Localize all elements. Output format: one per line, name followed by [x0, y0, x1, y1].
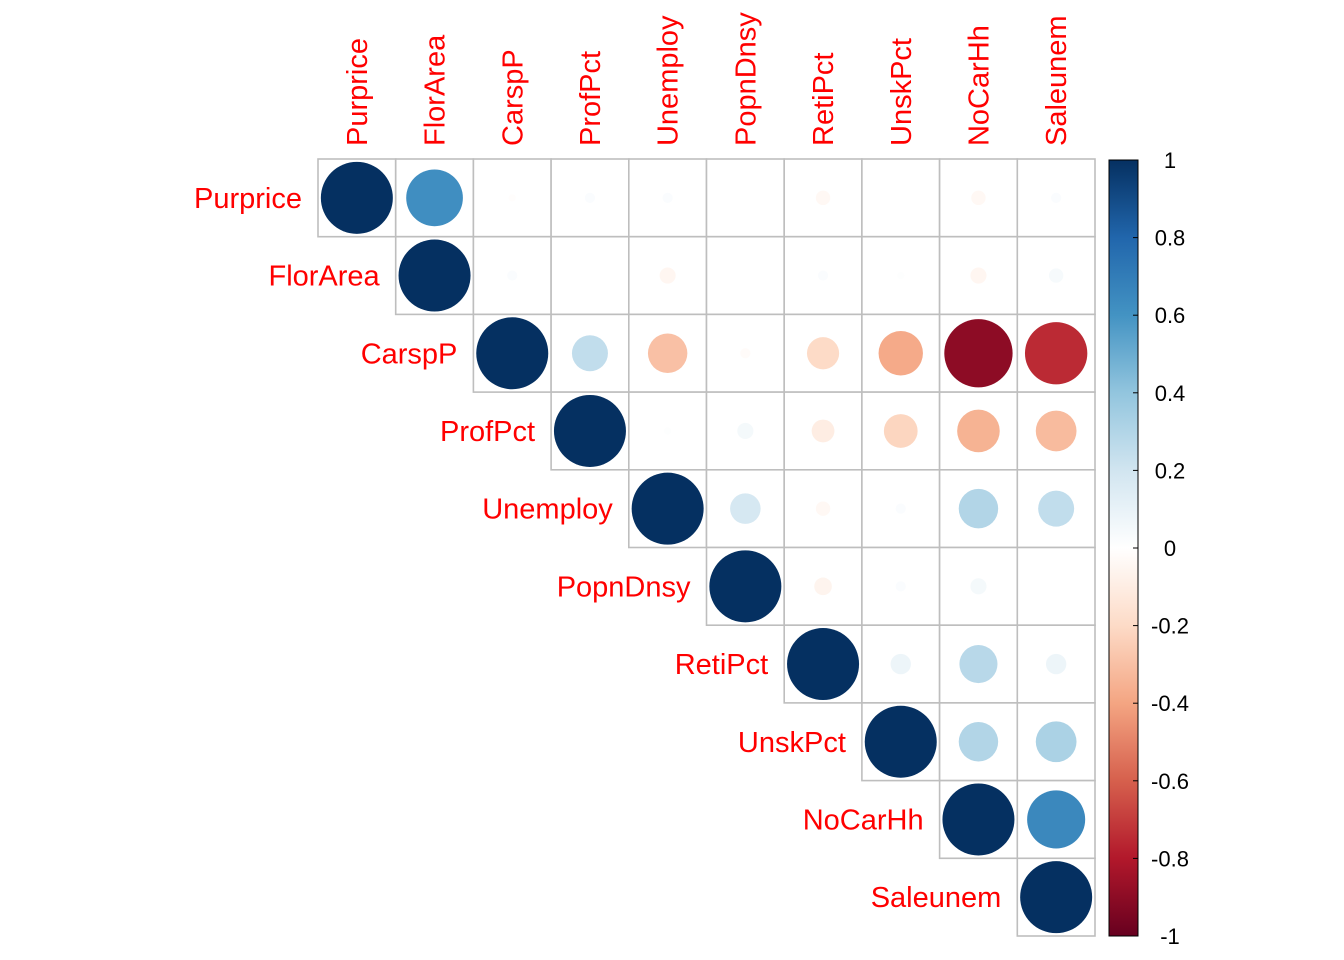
corr-circle-RetiPct-UnskPct: [890, 653, 911, 675]
corr-circle-CarspP-NoCarHh: [944, 319, 1013, 388]
matrix-cell-Purprice-PopnDnsy: [705, 158, 785, 238]
corr-circle-CarspP-PopnDnsy: [740, 348, 751, 359]
row-label-Unemploy: Unemploy: [482, 494, 613, 526]
column-label-Purprice: Purprice: [342, 38, 374, 146]
corr-circle-PopnDnsy-PopnDnsy: [709, 550, 782, 623]
corr-circle-PopnDnsy-RetiPct: [814, 577, 832, 596]
corr-circle-CarspP-Unemploy: [647, 333, 688, 373]
column-label-CarspP: CarspP: [497, 49, 529, 146]
colorbar-tick-label: -0.2: [1151, 614, 1189, 639]
corr-circle-ProfPct-ProfPct: [553, 394, 626, 467]
column-label-Unemploy: Unemploy: [653, 15, 685, 146]
matrix-cell-FlorArea-PopnDnsy: [705, 235, 785, 316]
column-label-PopnDnsy: PopnDnsy: [730, 12, 762, 146]
corr-circle-Unemploy-Saleunem: [1038, 490, 1075, 527]
corr-circle-CarspP-ProfPct: [571, 335, 608, 372]
row-label-PopnDnsy: PopnDnsy: [557, 571, 691, 603]
corr-circle-CarspP-RetiPct: [806, 337, 840, 370]
corr-circle-FlorArea-Saleunem: [1048, 268, 1064, 283]
corr-circle-ProfPct-RetiPct: [811, 419, 835, 443]
corr-circle-ProfPct-PopnDnsy: [737, 422, 754, 439]
column-label-UnskPct: UnskPct: [886, 38, 918, 146]
colorbar-tick-label: 0.4: [1155, 381, 1186, 406]
colorbar-tick-label: 0.8: [1155, 226, 1186, 251]
corr-circle-Purprice-ProfPct: [584, 192, 596, 203]
corr-circle-Purprice-CarspP: [508, 194, 516, 202]
matrix-cell-CarspP-Unemploy: [627, 313, 708, 393]
colorbar-tick-label: -0.8: [1151, 846, 1189, 871]
matrix-cell-FlorArea-ProfPct: [550, 235, 630, 316]
row-label-UnskPct: UnskPct: [738, 727, 846, 759]
colorbar-tick-label: 0.2: [1155, 458, 1186, 483]
corr-circle-FlorArea-Unemploy: [659, 267, 676, 284]
corr-circle-Purprice-Unemploy: [662, 192, 673, 203]
colorbar: 1 0.8 0.6 0.4 0.2 0 -0.2 -0.4 -0.6 -0.8 -1: [1108, 148, 1189, 949]
corr-circle-PopnDnsy-NoCarHh: [970, 578, 987, 595]
column-label-NoCarHh: NoCarHh: [963, 25, 995, 146]
corr-circle-ProfPct-Saleunem: [1035, 410, 1077, 452]
corr-circle-Unemploy-RetiPct: [815, 501, 831, 516]
row-label-NoCarHh: NoCarHh: [803, 804, 924, 836]
corr-circle-CarspP-UnskPct: [878, 331, 923, 376]
corr-circle-Saleunem-Saleunem: [1020, 861, 1093, 934]
corr-circle-PopnDnsy-UnskPct: [895, 581, 906, 592]
corr-circle-Unemploy-NoCarHh: [958, 488, 999, 529]
corr-circle-Unemploy-UnskPct: [895, 503, 906, 514]
colorbar-tick-label: 0: [1164, 536, 1176, 561]
matrix-cell-Purprice-UnskPct: [861, 158, 941, 238]
matrix-cell-PopnDnsy-Saleunem: [1016, 546, 1096, 626]
corr-circle-Unemploy-Unemploy: [631, 472, 704, 545]
corr-circle-UnskPct-NoCarHh: [958, 722, 999, 762]
corr-circle-RetiPct-RetiPct: [787, 628, 860, 701]
colorbar-tick-label: -0.6: [1151, 769, 1189, 794]
corr-circle-FlorArea-NoCarHh: [970, 267, 987, 284]
corr-circle-UnskPct-UnskPct: [864, 705, 937, 778]
row-label-Saleunem: Saleunem: [871, 882, 1002, 914]
corr-circle-Unemploy-PopnDnsy: [730, 493, 761, 524]
corr-circle-ProfPct-NoCarHh: [957, 409, 1000, 453]
corr-circle-Purprice-Purprice: [320, 161, 393, 234]
colorbar-tick-label: 1: [1164, 148, 1176, 173]
corr-circle-Purprice-FlorArea: [406, 169, 463, 227]
corr-circle-Purprice-RetiPct: [815, 190, 831, 206]
corr-circle-FlorArea-RetiPct: [817, 270, 829, 281]
row-label-ProfPct: ProfPct: [440, 416, 535, 448]
row-label-FlorArea: FlorArea: [268, 261, 380, 293]
corr-circle-Purprice-NoCarHh: [971, 190, 986, 206]
row-label-Purprice: Purprice: [194, 183, 302, 215]
corr-circle-RetiPct-NoCarHh: [959, 645, 998, 684]
column-label-FlorArea: FlorArea: [420, 34, 452, 146]
row-label-CarspP: CarspP: [361, 338, 458, 370]
colorbar-tick-label: -1: [1160, 924, 1180, 949]
corr-circle-NoCarHh-Saleunem: [1027, 790, 1086, 849]
corr-circle-FlorArea-UnskPct: [897, 271, 905, 280]
matrix-cell-Unemploy-NoCarHh: [938, 468, 1019, 549]
corr-circle-ProfPct-Unemploy: [664, 427, 672, 435]
variable-labels: Purprice Purprice FlorArea FlorArea CarspP Ca…: [194, 12, 1073, 914]
column-label-ProfPct: ProfPct: [575, 51, 607, 146]
column-label-Saleunem: Saleunem: [1041, 15, 1073, 146]
corr-circle-Purprice-Saleunem: [1051, 192, 1062, 203]
corr-circle-RetiPct-Saleunem: [1045, 653, 1067, 675]
colorbar-tick-label: -0.4: [1151, 691, 1189, 716]
column-label-RetiPct: RetiPct: [808, 53, 840, 146]
colorbar-tick-label: 0.6: [1155, 303, 1186, 328]
corr-circle-FlorArea-FlorArea: [398, 239, 471, 312]
corr-circle-FlorArea-CarspP: [507, 270, 518, 281]
corr-circle-CarspP-Saleunem: [1024, 322, 1088, 385]
matrix-cell-FlorArea-Unemploy: [627, 235, 708, 316]
corr-circle-NoCarHh-NoCarHh: [942, 783, 1015, 856]
corr-circle-ProfPct-UnskPct: [883, 414, 918, 448]
correlation-circles: [320, 161, 1093, 934]
row-label-RetiPct: RetiPct: [675, 649, 768, 681]
corr-circle-UnskPct-Saleunem: [1035, 721, 1077, 763]
corr-circle-CarspP-CarspP: [476, 317, 549, 390]
